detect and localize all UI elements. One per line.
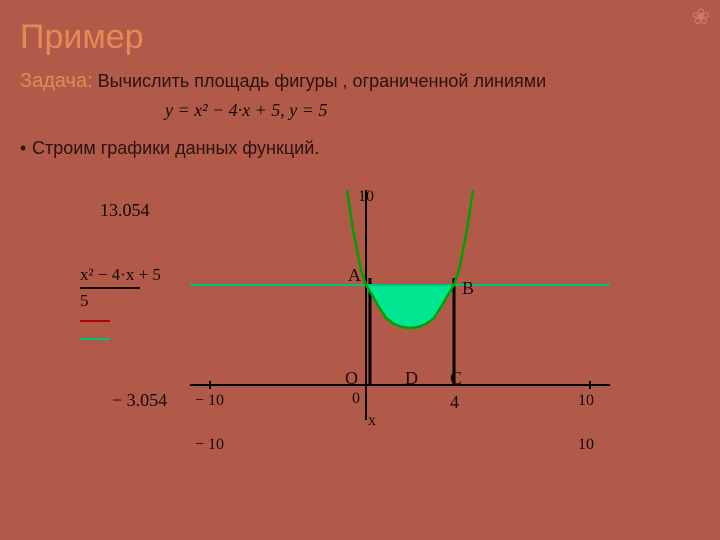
xtick-label-right: 10 xyxy=(578,392,594,410)
ytick-top: 10 xyxy=(358,188,374,206)
chart-frame: 13.054 x² − 4·x + 5 5 − 3.054 xyxy=(70,190,630,500)
bullet-text: Строим графики данных функций. xyxy=(32,138,319,158)
task-line: Задача: Вычислить площадь фигуры , огран… xyxy=(20,70,546,93)
bullet-line: •Строим графики данных функций. xyxy=(14,138,319,159)
bottom-right-boundary: 10 xyxy=(578,436,594,454)
xtick-label-left: − 10 xyxy=(195,392,224,410)
point-o-label: O xyxy=(345,368,358,389)
task-rest: Вычислить площадь фигуры , ограниченной … xyxy=(93,71,547,91)
slide: ❀ Пример Задача: Вычислить площадь фигур… xyxy=(0,0,720,540)
task-lead: Задача: xyxy=(20,70,93,92)
page-title: Пример xyxy=(20,18,144,57)
corner-decoration-icon: ❀ xyxy=(692,6,710,28)
xtick-label-zero: 0 xyxy=(352,390,360,408)
point-a-label: A xyxy=(348,265,361,286)
bottom-left-boundary: − 10 xyxy=(195,436,224,454)
label-four: 4 xyxy=(450,392,459,413)
point-c-label: C xyxy=(450,368,462,389)
point-d-label: D xyxy=(405,368,418,389)
bullet-icon: • xyxy=(14,138,32,159)
point-b-label: B xyxy=(462,278,474,299)
x-axis-label: x xyxy=(368,412,376,430)
equations: y = x² − 4·x + 5, y = 5 xyxy=(165,100,327,121)
plot-svg xyxy=(70,190,630,460)
